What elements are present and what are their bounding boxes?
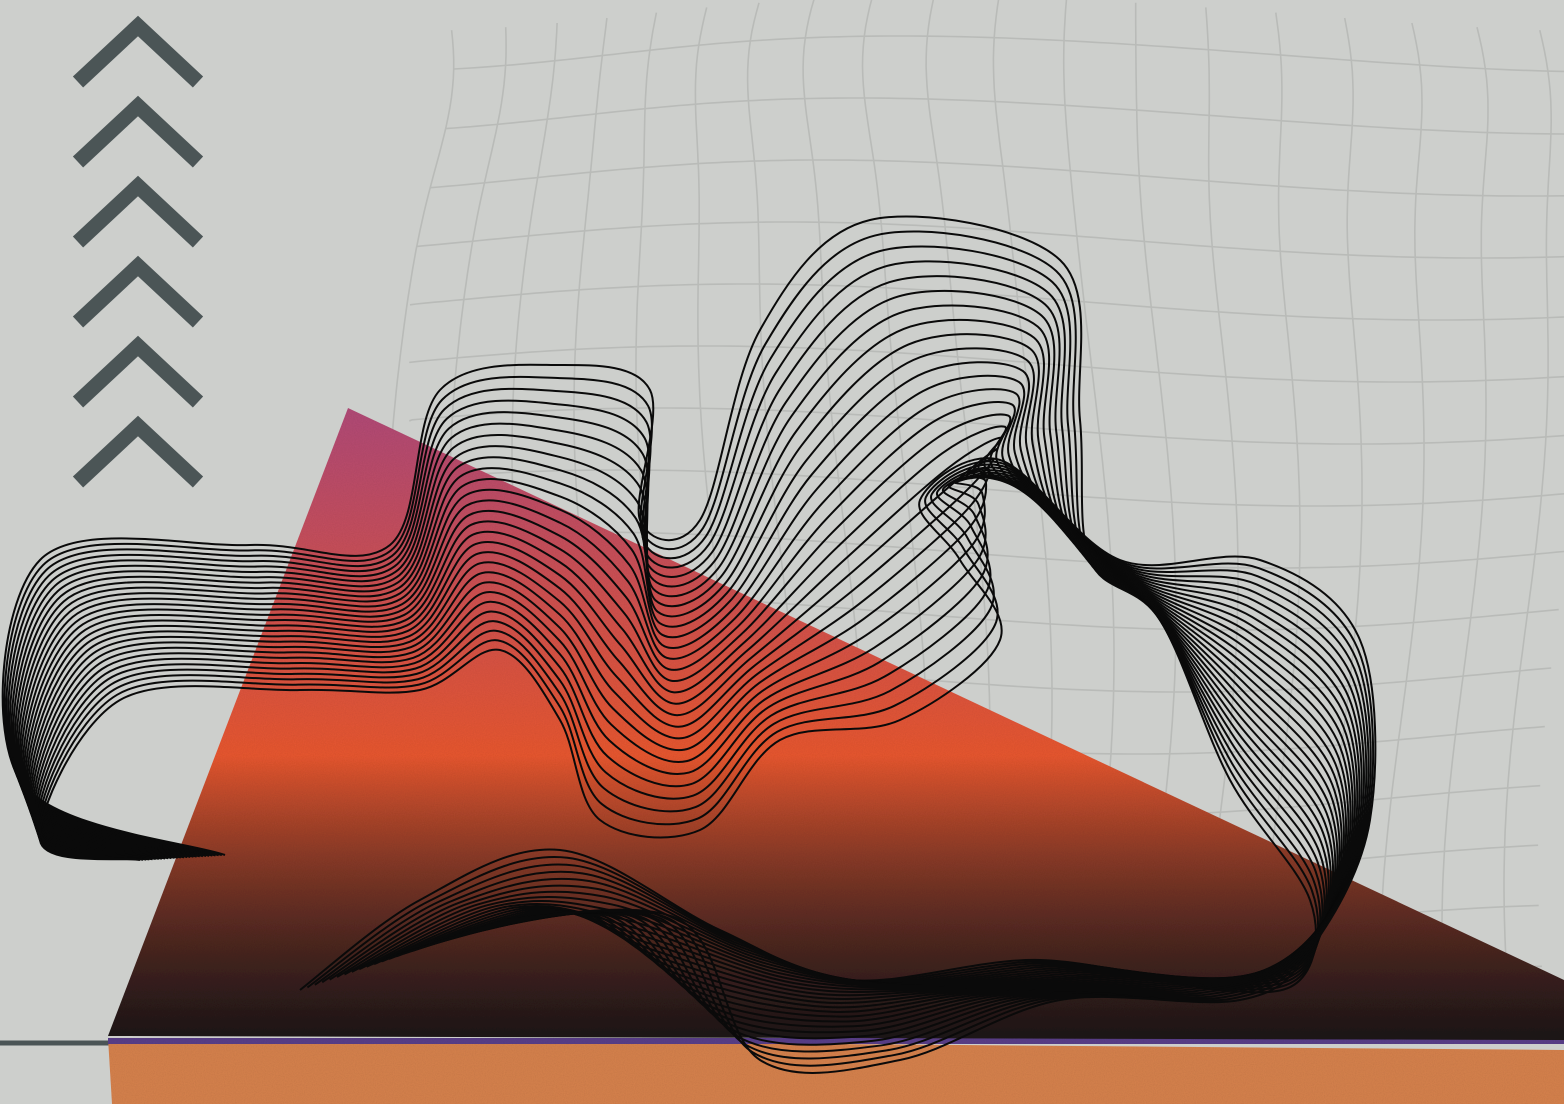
wave-line — [21, 388, 1343, 993]
chevron-up-icon — [72, 335, 204, 408]
grid-line-horizontal — [409, 469, 1564, 507]
gradient-triangle — [108, 408, 1564, 1104]
wave-line — [37, 460, 1375, 1067]
slab-stripe — [108, 1038, 1564, 1044]
grid-line-horizontal — [430, 159, 1564, 197]
grid-line-horizontal — [409, 407, 1564, 445]
wave-line — [34, 471, 1365, 1040]
wave-line — [38, 457, 1377, 1074]
chevron-up-icon — [72, 15, 204, 88]
chevron-column — [72, 15, 204, 488]
grid-line-horizontal — [453, 35, 1564, 73]
wave-line — [35, 469, 1368, 1046]
wave-line — [37, 463, 1372, 1060]
wave-line — [36, 466, 1370, 1053]
wave-line — [20, 374, 1341, 991]
chevron-up-icon — [72, 415, 204, 488]
triangle-shade — [108, 408, 1564, 1040]
grid-line-horizontal — [416, 221, 1564, 259]
wave-line — [24, 413, 1348, 1000]
grid-line-horizontal — [445, 97, 1564, 135]
chevron-up-icon — [72, 255, 204, 328]
chevron-up-icon — [72, 175, 204, 248]
wave-line — [28, 447, 1354, 1013]
grid-line-horizontal — [409, 345, 1564, 383]
wave-line-sculpture — [1, 215, 1377, 1074]
wave-line — [23, 401, 1345, 997]
chevron-up-icon — [72, 95, 204, 168]
